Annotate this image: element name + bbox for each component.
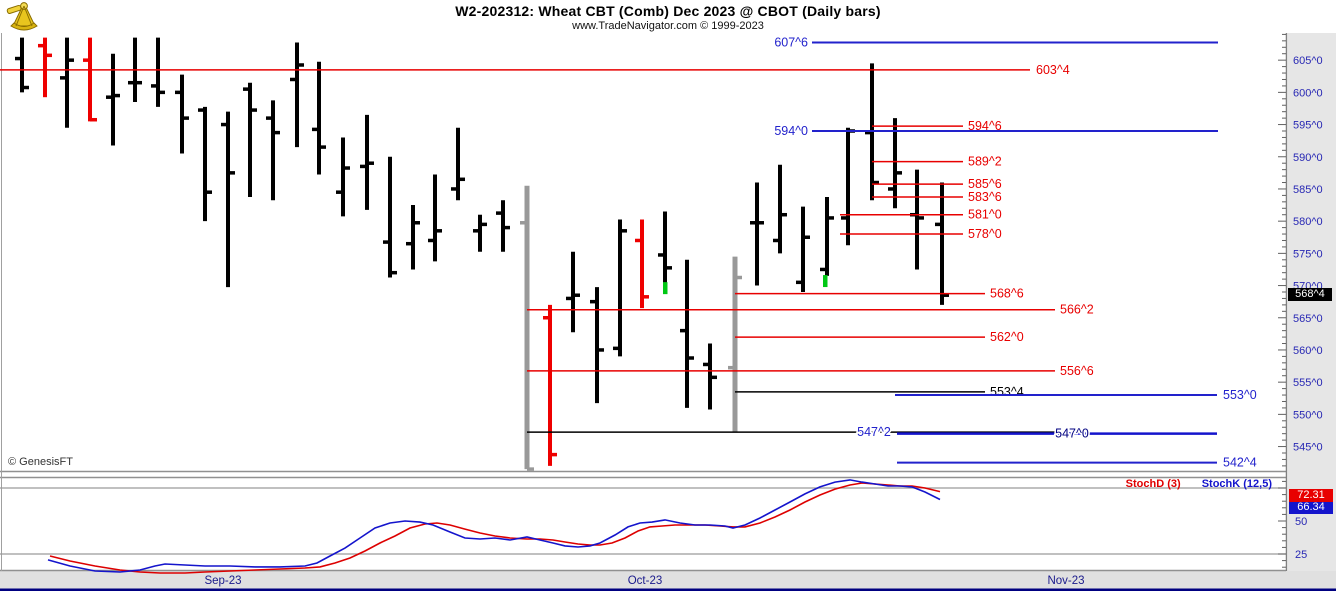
level-label: 594^0	[774, 124, 808, 138]
price-axis-label: 555^0	[1293, 377, 1323, 389]
signal-marker	[663, 282, 668, 295]
price-axis-label: 560^0	[1293, 345, 1323, 357]
genesis-sextant-logo-icon	[3, 0, 45, 36]
level-label: 568^6	[990, 287, 1024, 301]
price-axis-label: 550^0	[1293, 409, 1323, 421]
level-label: 547^0	[1055, 427, 1089, 441]
price-axis-label: 545^0	[1293, 442, 1323, 454]
level-label: 547^2	[857, 425, 891, 439]
price-axis-label: 580^0	[1293, 216, 1323, 228]
time-axis-strip-bg	[0, 571, 1336, 589]
price-axis-label: 585^0	[1293, 184, 1323, 196]
stoch_k-line	[47, 479, 941, 573]
level-label: 583^6	[968, 190, 1002, 204]
level-label: 566^2	[1060, 303, 1094, 317]
last-price-badge: 568^4	[1288, 288, 1332, 301]
level-label: 553^4	[990, 385, 1024, 399]
price-axis-label: 595^0	[1293, 120, 1323, 132]
level-label: 562^0	[990, 330, 1024, 344]
stochd-legend-label[interactable]: StochD (3)	[1125, 478, 1181, 490]
stoch_d-line	[49, 482, 941, 574]
stoch-axis-label: 25	[1295, 549, 1307, 561]
level-label: 553^0	[1223, 388, 1257, 402]
level-label: 589^2	[968, 155, 1002, 169]
time-axis-label[interactable]: Sep-23	[204, 575, 241, 587]
signal-marker	[823, 275, 828, 288]
price-axis-label: 575^0	[1293, 248, 1323, 260]
stochk-legend-label[interactable]: StochK (12,5)	[1201, 478, 1272, 490]
price-axis-label: 600^0	[1293, 87, 1323, 99]
stochk-value-badge: 66.34	[1289, 501, 1333, 514]
level-label: 607^6	[774, 35, 808, 49]
price-axis-label: 590^0	[1293, 152, 1323, 164]
level-label: 603^4	[1036, 63, 1070, 77]
time-axis-label[interactable]: Nov-23	[1047, 575, 1084, 587]
chart-header: W2-202312: Wheat CBT (Comb) Dec 2023 @ C…	[0, 0, 1336, 32]
genesisft-watermark: © GenesisFT	[8, 456, 73, 468]
level-label: 556^6	[1060, 364, 1094, 378]
chart-subtitle: www.TradeNavigator.com © 1999-2023	[572, 20, 764, 32]
level-label: 594^6	[968, 119, 1002, 133]
level-label: 585^6	[968, 177, 1002, 191]
level-label: 581^0	[968, 208, 1002, 222]
stoch-axis-label: 50	[1295, 516, 1307, 528]
price-axis-label: 565^0	[1293, 313, 1323, 325]
time-axis-label[interactable]: Oct-23	[628, 575, 663, 587]
chart-title: W2-202312: Wheat CBT (Comb) Dec 2023 @ C…	[455, 3, 881, 19]
stochd-value-badge: 72.31	[1289, 489, 1333, 502]
price-axis-strip-bg	[1288, 33, 1336, 571]
indicator-legend: StochD (3) StochK (12,5)	[0, 478, 1272, 490]
level-label: 578^0	[968, 227, 1002, 241]
level-label: 542^4	[1223, 456, 1257, 470]
price-axis-label: 605^0	[1293, 55, 1323, 67]
